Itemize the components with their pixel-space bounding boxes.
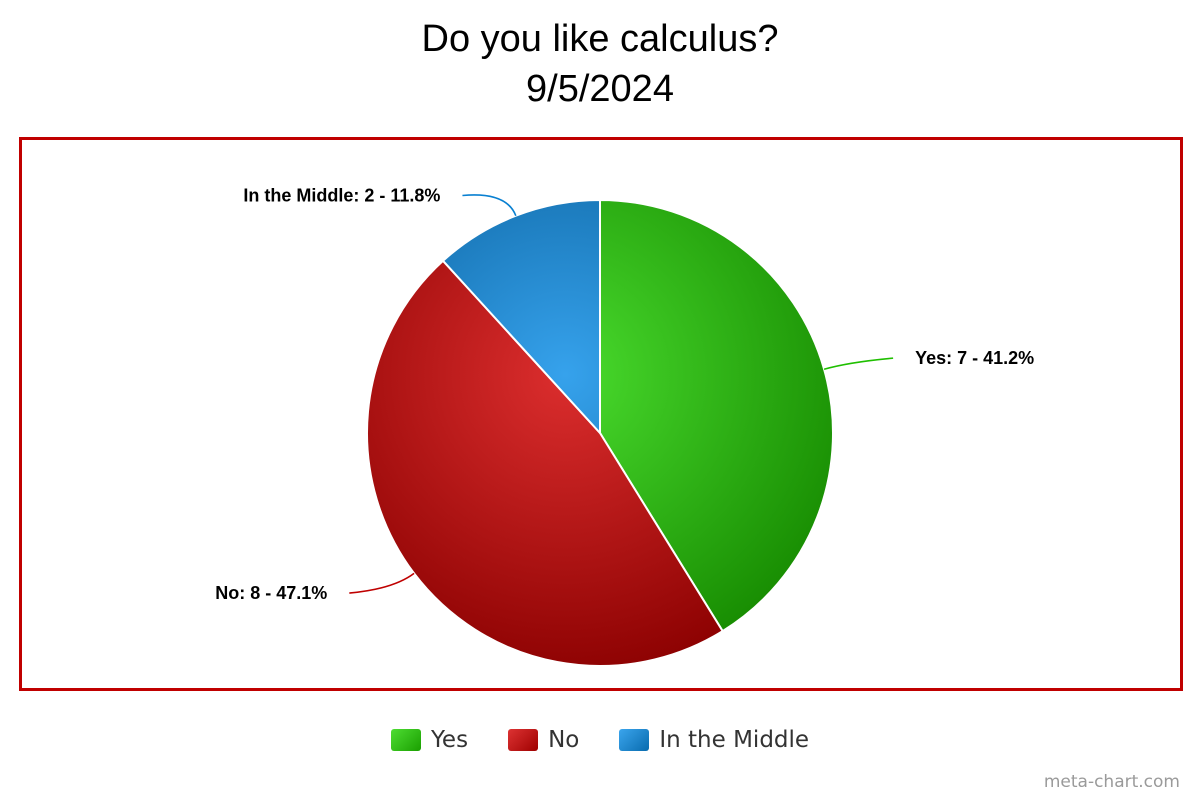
legend-item-no[interactable]: No bbox=[508, 727, 579, 753]
legend-swatch-in-the-middle bbox=[619, 729, 650, 751]
pie-leader-lines bbox=[349, 194, 894, 594]
leader-line-yes bbox=[823, 357, 894, 371]
leader-line-in-the-middle bbox=[462, 194, 517, 217]
legend-swatch-yes bbox=[390, 729, 421, 751]
chart-title-block: Do you like calculus? 9/5/2024 bbox=[0, 14, 1200, 114]
data-label-no: No: 8 - 47.1% bbox=[215, 583, 327, 603]
legend-item-in-the-middle[interactable]: In the Middle bbox=[619, 727, 809, 753]
legend-label-no: No bbox=[548, 727, 580, 753]
legend-item-yes[interactable]: Yes bbox=[390, 727, 469, 753]
plot-frame bbox=[19, 137, 1183, 691]
pie-slice-in-the-middle[interactable] bbox=[441, 198, 601, 436]
pie-slices bbox=[366, 198, 834, 667]
leader-line-no bbox=[349, 572, 415, 594]
legend-swatch-no bbox=[508, 729, 539, 751]
legend-label-in-the-middle: In the Middle bbox=[659, 727, 810, 753]
pie-labels: Yes: 7 - 41.2% No: 8 - 47.1% In the Middle… bbox=[215, 185, 1034, 603]
watermark: meta-chart.com bbox=[1043, 772, 1180, 792]
legend-label-yes: Yes bbox=[430, 727, 469, 753]
chart-subtitle: 9/5/2024 bbox=[526, 68, 674, 110]
data-label-yes: Yes: 7 - 41.2% bbox=[915, 348, 1034, 368]
legend: Yes No In the Middle bbox=[0, 722, 1200, 758]
chart-title: Do you like calculus? bbox=[421, 18, 779, 60]
data-label-in-the-middle: In the Middle: 2 - 11.8% bbox=[243, 185, 440, 205]
pie-slice-no[interactable] bbox=[366, 259, 725, 667]
